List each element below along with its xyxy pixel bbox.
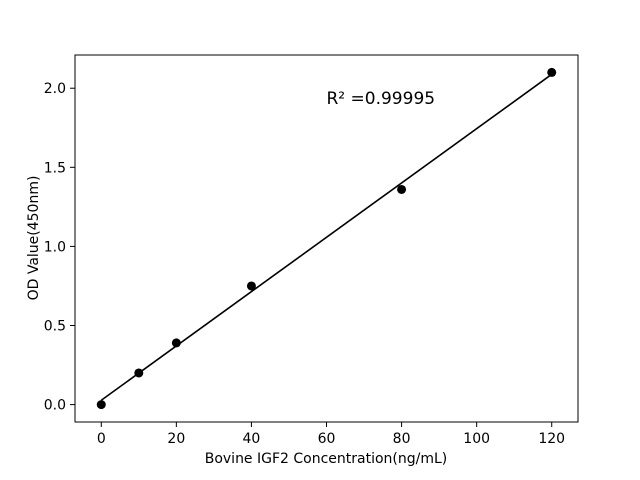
y-tick-label: 1.0 xyxy=(44,239,66,255)
data-series xyxy=(96,67,557,410)
plot-border xyxy=(74,54,579,423)
r-squared-annotation: R² =0.99995 xyxy=(327,89,436,109)
y-tick-label: 1.5 xyxy=(44,160,66,176)
x-tick-label: 60 xyxy=(318,431,336,447)
x-tick-label: 40 xyxy=(243,431,261,447)
data-point xyxy=(134,368,144,378)
x-axis-label: Bovine IGF2 Concentration(ng/mL) xyxy=(205,451,448,467)
axis-ticks: 0 20 40 60 80 100 120 0.0 0.5 1.0 1.5 2.0 xyxy=(44,81,565,447)
data-point xyxy=(397,184,407,194)
x-tick-label: 0 xyxy=(97,431,106,447)
y-axis-label: OD Value(450nm) xyxy=(26,176,42,301)
data-point xyxy=(96,400,106,410)
data-point xyxy=(547,67,557,77)
y-tick-label: 0.0 xyxy=(44,398,66,414)
data-point xyxy=(171,338,181,348)
y-tick-label: 2.0 xyxy=(44,81,66,97)
y-tick-label: 0.5 xyxy=(44,319,66,335)
x-tick-label: 120 xyxy=(538,431,565,447)
x-tick-label: 100 xyxy=(463,431,490,447)
x-tick-label: 80 xyxy=(393,431,411,447)
data-point xyxy=(246,281,256,291)
x-tick-label: 20 xyxy=(167,431,185,447)
